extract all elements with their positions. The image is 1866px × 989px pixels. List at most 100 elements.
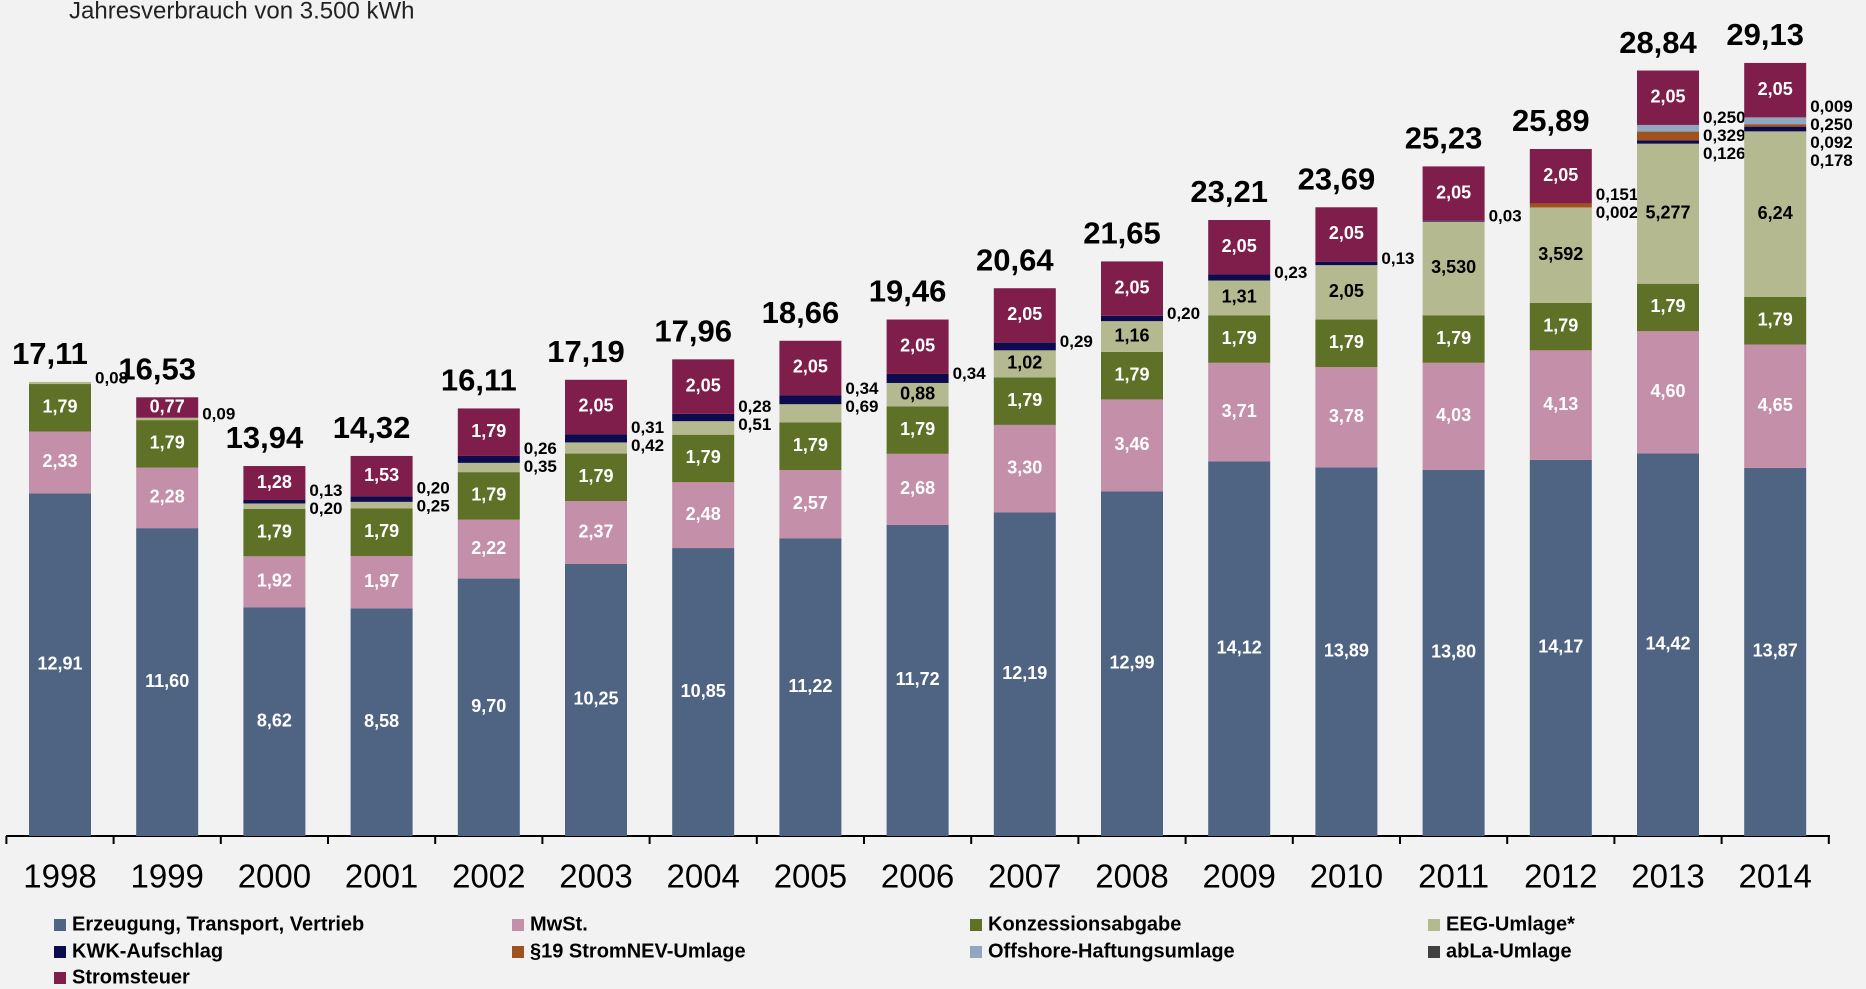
bar-segment	[457, 462, 520, 473]
value-label: 1,79	[471, 421, 506, 441]
value-label: 1,79	[150, 433, 185, 453]
bar-segment	[993, 350, 1056, 378]
total-label: 29,13	[1726, 17, 1804, 52]
bar-segment	[1637, 140, 1699, 144]
legend-label: abLa-Umlage	[1446, 940, 1572, 962]
value-label: 1,28	[257, 472, 292, 492]
value-label: 1,79	[1650, 296, 1685, 316]
value-label: 13,80	[1431, 642, 1476, 662]
value-label: 2,05	[686, 375, 721, 395]
legend-swatch	[54, 919, 66, 931]
bar-segment	[993, 424, 1056, 513]
value-label: 11,22	[788, 676, 832, 696]
value-label: 1,79	[900, 419, 935, 439]
value-label: 0,250	[1810, 115, 1853, 134]
value-label: 0,29	[1060, 332, 1093, 351]
bar-segment	[1101, 261, 1163, 316]
bar-segment	[1744, 126, 1807, 132]
legend-label: Stromsteuer	[72, 966, 190, 988]
bar-segment	[779, 395, 842, 405]
value-label: 1,97	[364, 571, 399, 591]
bar-segment	[29, 381, 91, 385]
value-label: 3,71	[1222, 401, 1257, 421]
bar-segment	[779, 538, 842, 836]
legend-label: EEG-Umlage*	[1446, 913, 1575, 935]
value-label: 0,13	[1381, 249, 1414, 268]
total-label: 18,66	[762, 295, 840, 330]
x-tick-label: 2002	[452, 858, 525, 895]
value-label: 1,79	[1007, 390, 1042, 410]
bar-segment	[136, 417, 199, 421]
total-label: 13,94	[226, 420, 304, 455]
bar-segment	[672, 421, 735, 435]
bar-segment	[29, 431, 91, 494]
value-label: 0,250	[1703, 108, 1746, 127]
bar-segment	[1529, 302, 1592, 351]
bar-segment	[886, 406, 949, 454]
bar-segment	[1637, 131, 1699, 141]
value-label: 0,69	[845, 397, 878, 416]
value-label: 0,77	[150, 396, 185, 416]
bar-segment	[1637, 283, 1699, 332]
bar-segment	[1637, 70, 1699, 125]
bar-segment	[1315, 261, 1378, 266]
bar-segment	[1315, 319, 1378, 368]
value-label: 10,25	[573, 689, 618, 709]
value-label: 0,20	[417, 479, 450, 498]
bar-segment	[1315, 467, 1378, 836]
value-label: 0,42	[631, 436, 664, 455]
legend-swatch	[54, 946, 66, 958]
value-label: 1,79	[1222, 328, 1257, 348]
bar-segment	[29, 493, 91, 836]
bar-segment	[565, 442, 627, 454]
value-label: 2,05	[1329, 223, 1364, 243]
value-label: 4,13	[1543, 394, 1578, 414]
value-label: 0,09	[202, 404, 235, 423]
value-label: 2,68	[900, 478, 935, 498]
bar-segment	[136, 397, 199, 418]
value-label: 0,329	[1703, 126, 1746, 145]
value-label: 2,05	[578, 396, 613, 416]
bar-segment	[565, 379, 627, 435]
x-tick-label: 2009	[1202, 858, 1275, 895]
bar-segment	[350, 455, 413, 497]
value-label: 0,092	[1810, 133, 1853, 152]
bar-segment	[779, 422, 842, 471]
bar-segment	[1529, 203, 1592, 208]
value-label: 1,79	[686, 447, 721, 467]
value-label: 12,99	[1109, 652, 1154, 672]
x-tick-label: 2011	[1418, 858, 1489, 895]
bar-segment	[565, 453, 627, 502]
value-label: 2,57	[793, 493, 828, 513]
total-label: 25,23	[1405, 121, 1483, 156]
value-label: 0,28	[738, 397, 771, 416]
value-label: 2,05	[900, 335, 935, 355]
bar-segment	[1637, 453, 1699, 836]
bar-segment	[1637, 143, 1699, 284]
bar-segment	[1101, 321, 1163, 352]
bar-segment	[243, 466, 306, 501]
legend-label: Erzeugung, Transport, Vertrieb	[72, 913, 364, 935]
bar-segment	[993, 288, 1056, 343]
total-label: 19,46	[869, 274, 947, 309]
bar-segment	[243, 556, 306, 608]
value-label: 0,002	[1596, 203, 1639, 222]
value-label: 13,87	[1753, 641, 1798, 661]
value-label: 2,05	[1436, 182, 1471, 202]
value-label: 1,79	[1543, 315, 1578, 335]
value-label: 0,23	[1274, 263, 1307, 282]
value-label: 1,79	[1436, 328, 1471, 348]
value-label: 6,24	[1758, 203, 1793, 223]
value-label: 2,37	[578, 521, 613, 541]
value-label: 0,126	[1703, 144, 1746, 163]
value-label: 1,79	[42, 397, 77, 417]
bar-segment	[672, 482, 735, 549]
value-label: 3,530	[1431, 257, 1476, 277]
value-label: 12,19	[1002, 663, 1047, 683]
bar-segment	[1101, 491, 1163, 836]
bar-segment	[29, 384, 91, 432]
x-tick-label: 2014	[1738, 858, 1811, 895]
value-label: 0,34	[845, 379, 879, 398]
bar-segment	[457, 578, 520, 836]
value-label: 8,62	[257, 710, 292, 730]
